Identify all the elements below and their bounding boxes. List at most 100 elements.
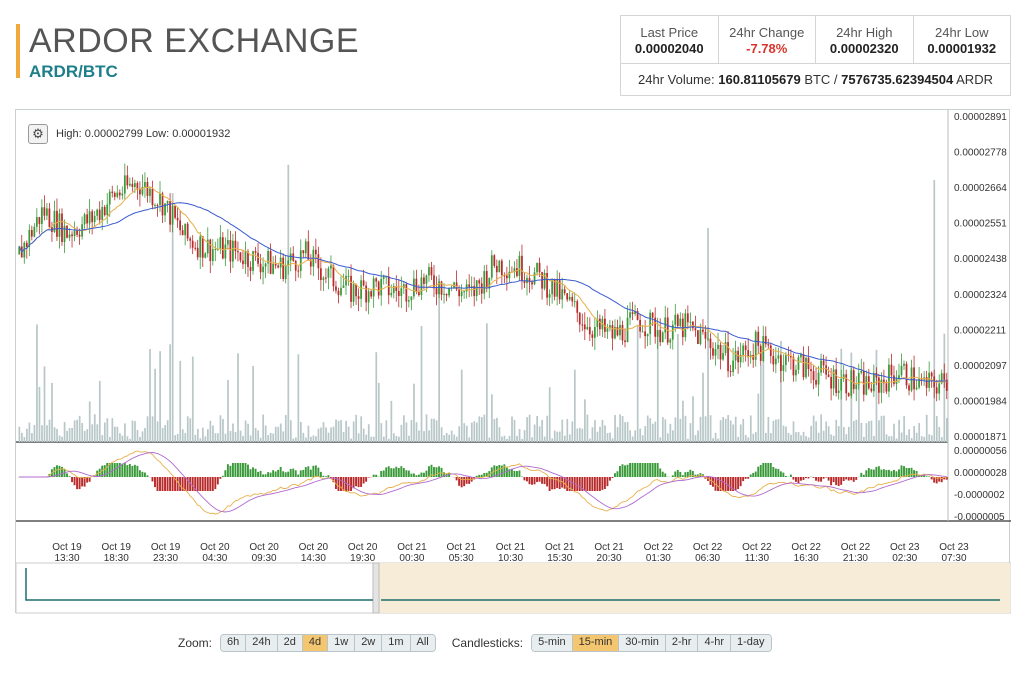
candle-body (430, 267, 433, 276)
candle-30-min-button[interactable]: 30-min (619, 635, 666, 651)
price-chart[interactable]: 0.00002891 0.00002778 0.00002664 0.00002551… (15, 109, 1011, 614)
volume-bar (403, 415, 405, 442)
candle-body (533, 272, 536, 285)
volume-bar (488, 437, 491, 442)
candle-body (282, 257, 285, 279)
zoom-6h-button[interactable]: 6h (221, 635, 247, 651)
candle-body (739, 355, 742, 363)
volume-bar (719, 420, 722, 442)
zoom-1w-button[interactable]: 1w (328, 635, 356, 651)
oscillator-bar (729, 477, 732, 491)
volume-bar (362, 428, 365, 442)
oscillator-bar (598, 477, 601, 491)
volume-bar (357, 433, 360, 442)
volume-bar (551, 438, 554, 442)
volume-bar (516, 435, 518, 442)
oscillator-bar (269, 472, 272, 477)
candle-body (239, 252, 242, 261)
oscillator-bar (882, 469, 885, 477)
candle-body (518, 255, 521, 276)
volume-bar (679, 418, 682, 442)
oscillator-bar (855, 477, 858, 480)
candle-4-hr-button[interactable]: 4-hr (698, 635, 732, 651)
candle-body (71, 234, 73, 237)
oscillator-bar (199, 477, 202, 491)
volume-bar (367, 424, 370, 442)
oscillator-bar (365, 477, 368, 482)
candle-2-hr-button[interactable]: 2-hr (665, 635, 699, 651)
zoom-24h-button[interactable]: 24h (246, 635, 278, 651)
volume-bar (506, 438, 508, 442)
candle-1-day-button[interactable]: 1-day (731, 635, 771, 651)
oscillator-bar (842, 477, 845, 481)
candle-body (483, 271, 486, 294)
x-tick-label-date: Oct 22 (841, 542, 871, 553)
candle-15-min-button[interactable]: 15-min (572, 635, 620, 651)
candle-body (123, 175, 126, 194)
oscillator-bar (455, 477, 458, 481)
x-tick-label-time: 07:30 (941, 553, 966, 564)
candle-body (536, 262, 538, 273)
candle-body (460, 291, 463, 297)
candle-body (578, 312, 581, 325)
candle-body (116, 192, 119, 197)
oscillator-bar (870, 469, 873, 477)
candle-body (938, 383, 941, 394)
candle-body (98, 209, 101, 221)
zoom-4d-button[interactable]: 4d (302, 635, 329, 651)
oscillator-bar (885, 470, 888, 477)
volume-bar (445, 432, 448, 442)
gear-icon[interactable]: ⚙ (28, 124, 48, 144)
y-tick-label: 0.00001871 (954, 432, 1007, 443)
volume-bar (694, 435, 697, 442)
volume-bar (817, 432, 820, 442)
oscillator-bar (674, 471, 677, 477)
zoom-2d-button[interactable]: 2d (277, 635, 303, 651)
candle-body (890, 364, 893, 376)
volume-bar (179, 360, 182, 442)
candle-body (309, 259, 312, 267)
oscillator-bar (588, 477, 591, 491)
volume-bar (847, 426, 850, 442)
chart-canvas[interactable]: 0.00002891 0.00002778 0.00002664 0.00002551… (16, 110, 1011, 614)
oscillator-bar (629, 463, 631, 477)
volume-bar (257, 430, 259, 442)
candle-body (154, 205, 156, 207)
candle-body (707, 338, 709, 340)
oscillator-bar (641, 463, 644, 477)
zoom-2w-button[interactable]: 2w (355, 635, 383, 651)
candle-body (656, 329, 659, 337)
oscillator-bar (654, 463, 657, 477)
candle-body (493, 255, 496, 266)
oscillator-bar (935, 477, 938, 484)
oscillator-bar (236, 463, 239, 477)
oscillator-bar (327, 475, 330, 477)
volume-bar (664, 419, 667, 442)
oscillator-bar (905, 467, 908, 477)
volume-bar (174, 435, 177, 442)
volume-bar (513, 419, 516, 442)
volume-bar (759, 365, 762, 442)
volume-bar (292, 438, 295, 442)
zoom-1m-button[interactable]: 1m (382, 635, 411, 651)
oscillator-bar (143, 472, 146, 477)
oscillator-bar (159, 477, 161, 491)
oscillator-bar (405, 470, 408, 477)
oscillator-bar (681, 475, 684, 477)
oscillator-bar (747, 477, 750, 479)
oscillator-bar (797, 477, 800, 484)
candle-body (586, 327, 589, 330)
oscillator-bar (113, 463, 116, 477)
zoom-all-button[interactable]: All (410, 635, 435, 651)
market-stats: Last Price 0.00002040 24hr Change -7.78%… (620, 15, 1011, 96)
candle-body (521, 255, 523, 282)
x-tick-label-time: 20:30 (597, 553, 622, 564)
candle-body (30, 229, 33, 237)
oscillator-bar (498, 464, 501, 477)
volume-bar (48, 419, 51, 442)
candle-5-min-button[interactable]: 5-min (532, 635, 573, 651)
candle-body (910, 367, 913, 391)
volume-bar (224, 433, 227, 442)
oscillator-bar (490, 467, 493, 477)
x-tick-label-date: Oct 22 (742, 542, 772, 553)
